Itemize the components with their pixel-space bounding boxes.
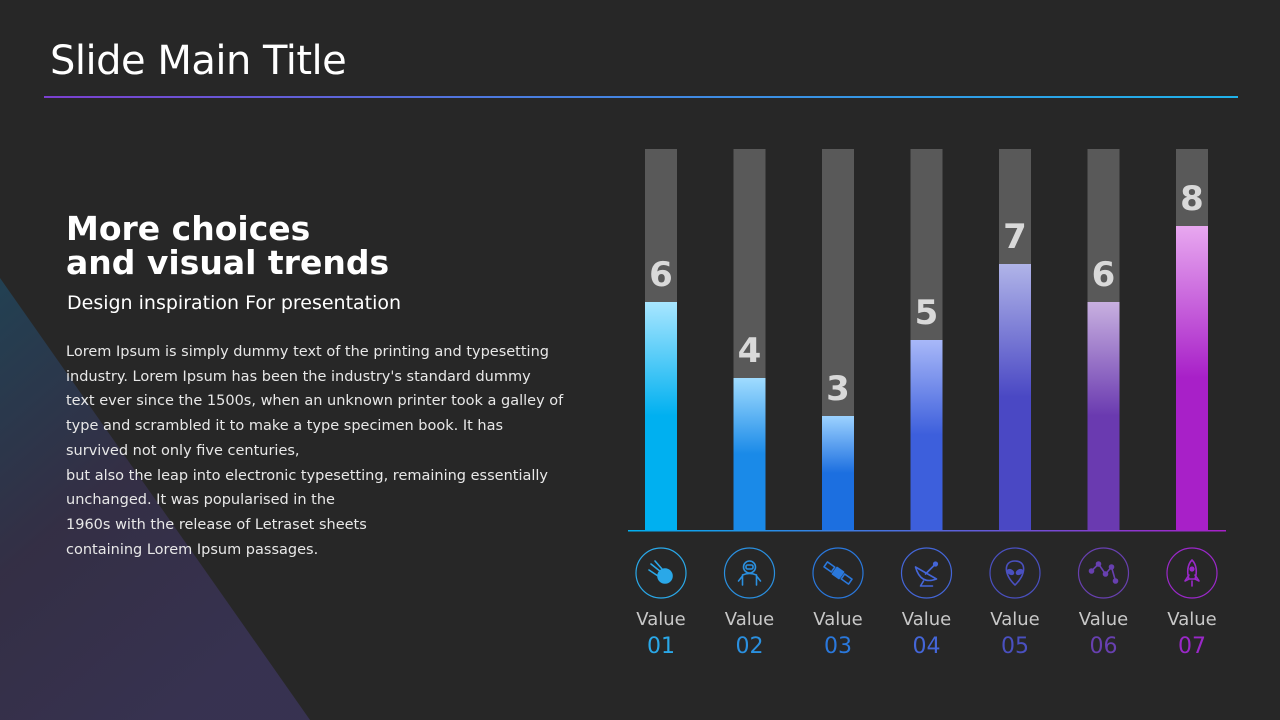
headline: More choices and visual trends xyxy=(66,212,486,280)
bar xyxy=(733,378,766,530)
headline-line-1: More choices xyxy=(66,209,311,248)
constellation-icon xyxy=(1077,547,1130,599)
body-line: type and scrambled it to make a type spe… xyxy=(66,418,504,435)
bar-value-label: 4 xyxy=(738,331,762,371)
bar-value-label: 6 xyxy=(1092,255,1116,295)
category-number: 02 xyxy=(736,634,764,659)
body-line: but also the leap into electronic typese… xyxy=(66,467,548,484)
title-divider xyxy=(44,96,1238,98)
body-line: unchanged. It was popularised in the xyxy=(66,492,335,509)
bar-value-label: 3 xyxy=(826,369,850,409)
category-label: Value xyxy=(725,609,774,630)
bar xyxy=(822,416,854,530)
category-label: Value xyxy=(813,609,862,630)
rocket-icon xyxy=(1166,547,1218,599)
bar-value-label: 6 xyxy=(649,255,673,295)
bar xyxy=(1176,226,1208,530)
category-number: 01 xyxy=(647,634,675,659)
alien-icon xyxy=(989,547,1041,599)
bar xyxy=(1087,302,1120,530)
bar xyxy=(910,340,943,530)
body-line: industry. Lorem Ipsum has been the indus… xyxy=(66,368,531,385)
category-number: 03 xyxy=(824,634,852,659)
slide-title: Slide Main Title xyxy=(50,38,347,84)
satellite-dish-icon xyxy=(900,547,953,599)
bar-value-label: 7 xyxy=(1003,217,1027,257)
bar-value-label: 8 xyxy=(1180,179,1204,219)
bar-value-label: 5 xyxy=(915,293,939,333)
satellite-icon xyxy=(812,547,864,599)
subheadline: Design inspiration For presentation xyxy=(67,292,402,314)
body-line: containing Lorem Ipsum passages. xyxy=(66,541,319,558)
category-label: Value xyxy=(902,609,951,630)
category-number: 06 xyxy=(1090,634,1118,659)
category-label: Value xyxy=(990,609,1039,630)
comet-icon xyxy=(635,547,687,599)
x-axis-line xyxy=(628,530,1226,532)
body-line: Lorem Ipsum is simply dummy text of the … xyxy=(66,344,549,360)
body-paragraph: Lorem Ipsum is simply dummy text of the … xyxy=(66,340,564,562)
category-number: 07 xyxy=(1178,634,1206,659)
category-label: Value xyxy=(1079,609,1128,630)
category-number: 04 xyxy=(913,634,941,659)
body-line: survived not only five centuries, xyxy=(66,442,300,459)
body-line: text ever since the 1500s, when an unkno… xyxy=(66,393,564,410)
bar xyxy=(645,302,677,530)
body-line: 1960s with the release of Letraset sheet… xyxy=(66,516,367,533)
bar xyxy=(999,264,1031,530)
category-label: Value xyxy=(636,609,685,630)
astronaut-icon xyxy=(723,547,776,599)
headline-line-2: and visual trends xyxy=(66,243,390,282)
category-label: Value xyxy=(1167,609,1216,630)
category-number: 05 xyxy=(1001,634,1029,659)
